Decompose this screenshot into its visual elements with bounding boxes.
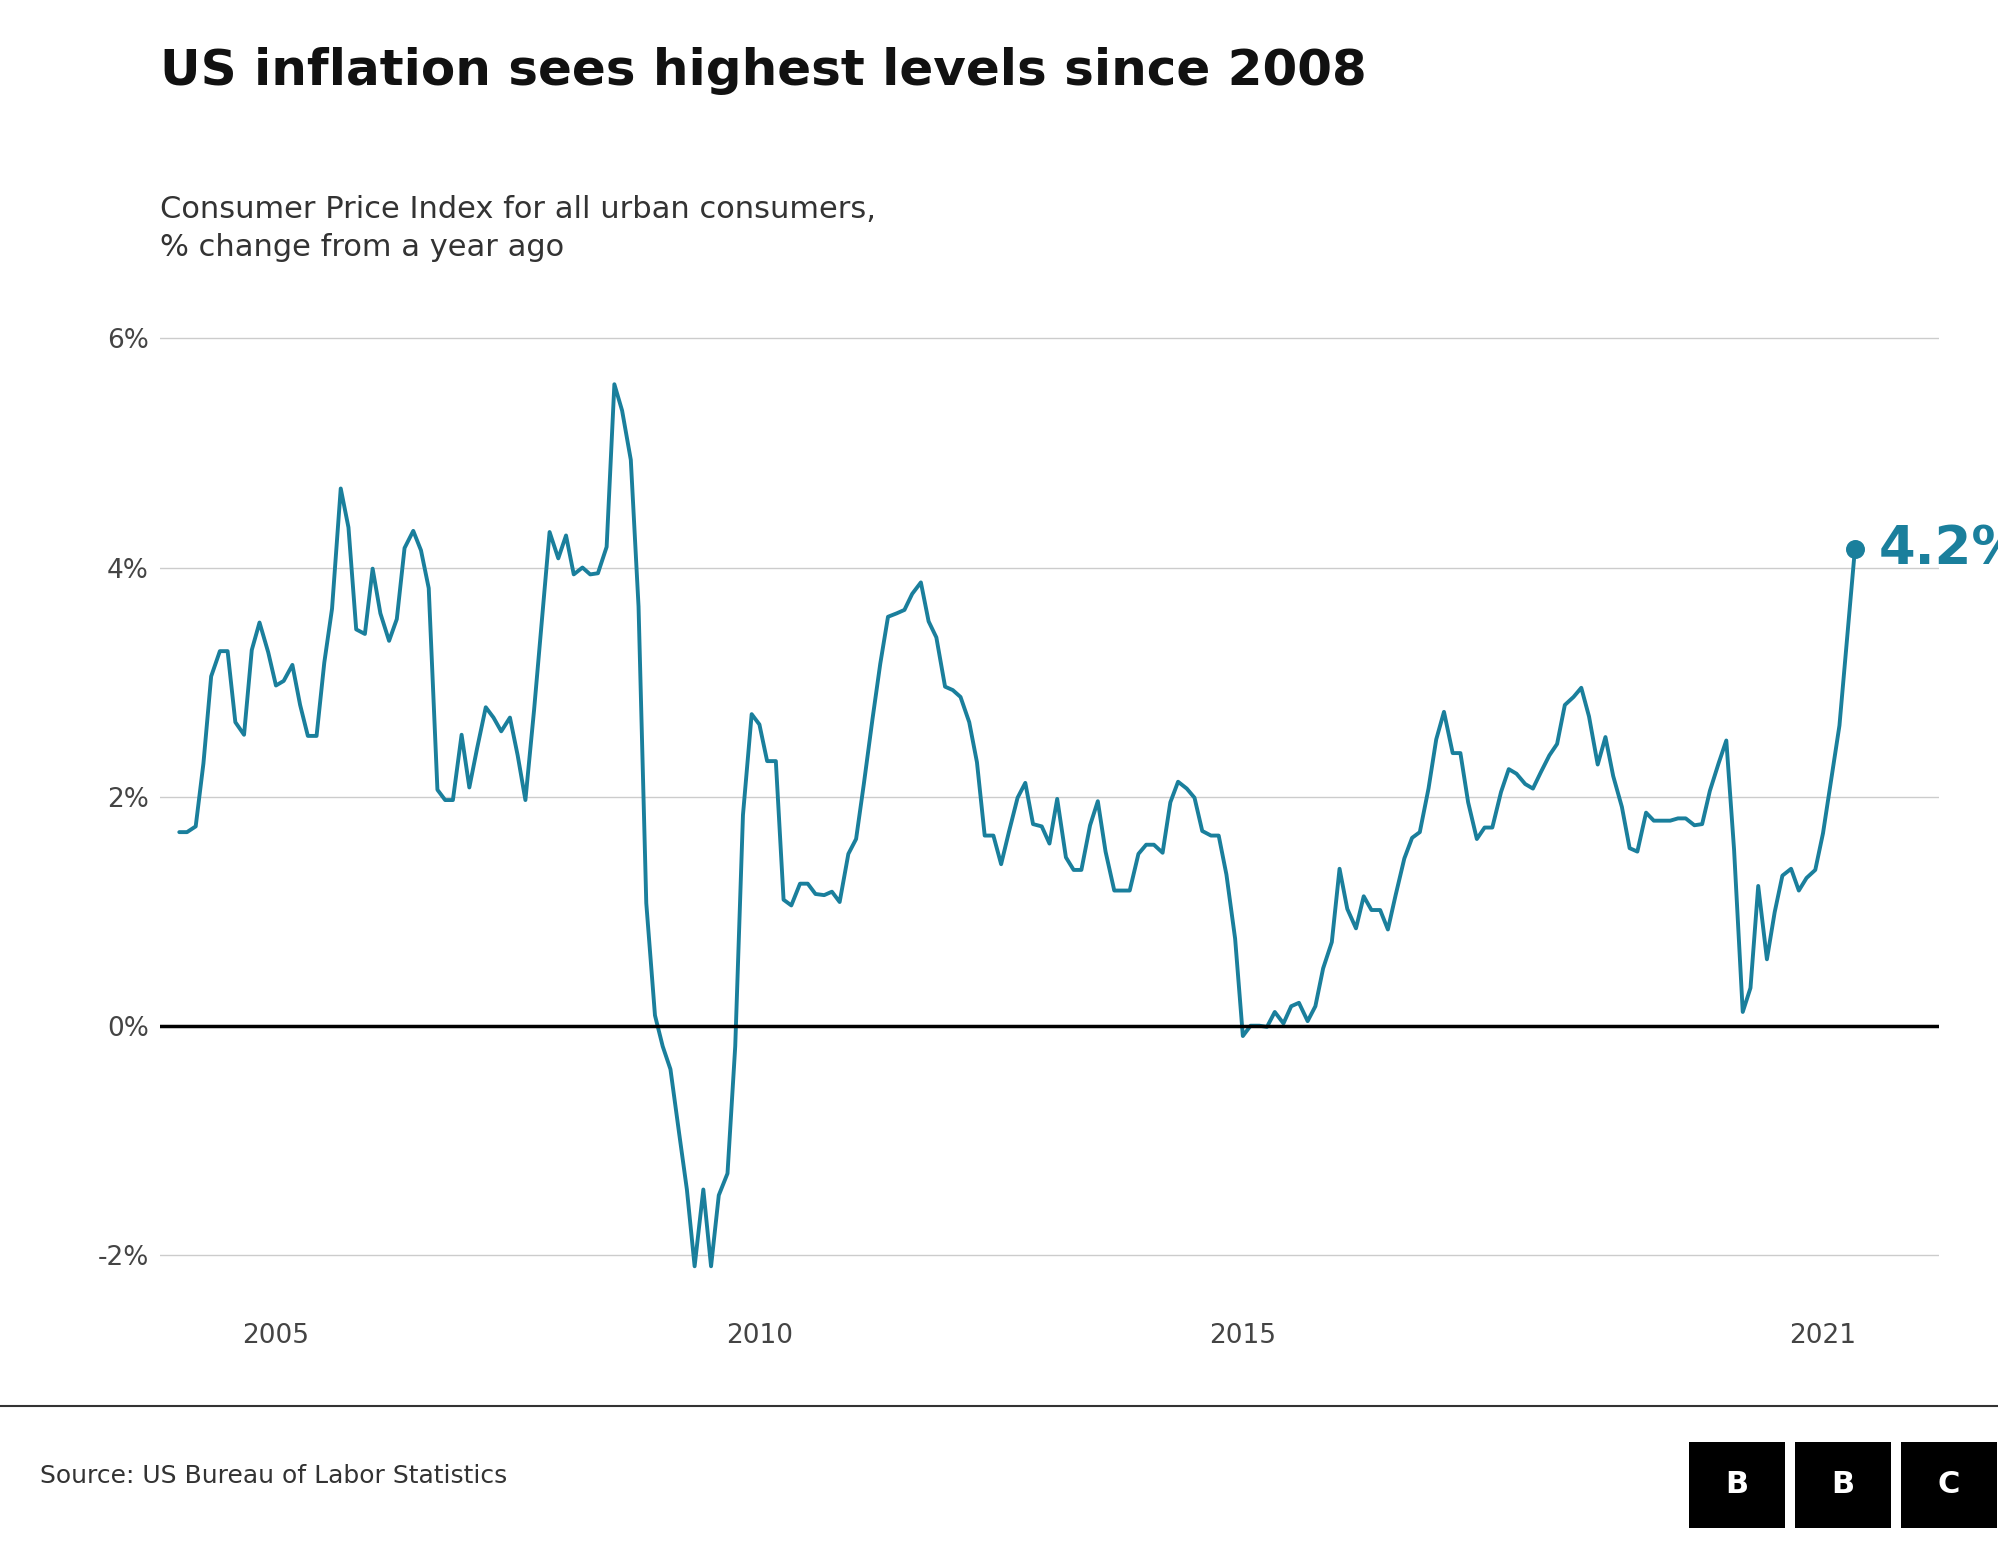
- Text: B: B: [1724, 1470, 1748, 1500]
- Text: 4.2%: 4.2%: [1878, 523, 1998, 575]
- Text: US inflation sees highest levels since 2008: US inflation sees highest levels since 2…: [160, 47, 1367, 95]
- Text: C: C: [1936, 1470, 1960, 1500]
- Text: Source: US Bureau of Labor Statistics: Source: US Bureau of Labor Statistics: [40, 1464, 507, 1489]
- Text: B: B: [1830, 1470, 1854, 1500]
- Text: Consumer Price Index for all urban consumers,
% change from a year ago: Consumer Price Index for all urban consu…: [160, 195, 875, 262]
- Point: [1838, 537, 1870, 562]
